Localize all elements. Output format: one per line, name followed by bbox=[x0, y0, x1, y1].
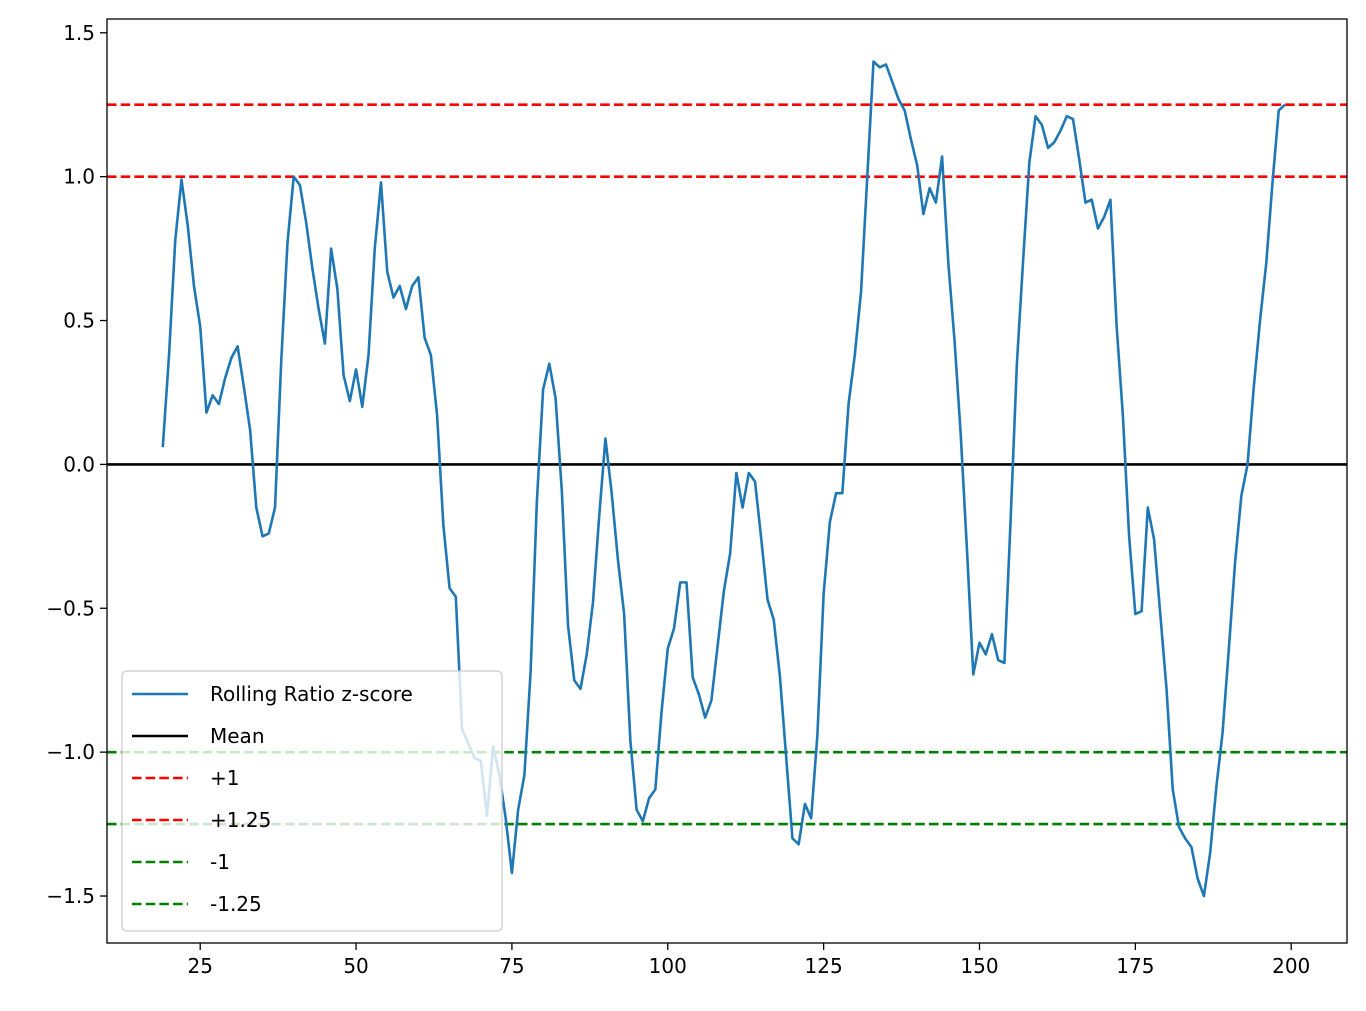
y-tick-label: 1.5 bbox=[63, 21, 95, 45]
plot-frame bbox=[106, 18, 1348, 944]
x-tick-label: 50 bbox=[343, 954, 368, 978]
x-tick-label: 150 bbox=[960, 954, 998, 978]
legend: Rolling Ratio z-score Mean +1 +1.25 -1 -1.25 bbox=[121, 670, 503, 932]
y-tick-label: −0.5 bbox=[46, 596, 95, 620]
y-tick-label: −1.0 bbox=[46, 740, 95, 764]
y-tick-label: 0.5 bbox=[63, 309, 95, 333]
x-axis: 25 50 75 100 125 150 175 200 bbox=[187, 943, 1310, 978]
x-tick-label: 175 bbox=[1116, 954, 1154, 978]
x-tick-label: 100 bbox=[649, 954, 687, 978]
series-layer bbox=[161, 60, 1286, 898]
legend-label: +1.25 bbox=[210, 808, 271, 832]
legend-label: +1 bbox=[210, 766, 239, 790]
legend-label: -1 bbox=[210, 850, 230, 874]
x-tick-label: 25 bbox=[187, 954, 212, 978]
series-line-rolling-ratio-zscore bbox=[161, 60, 1286, 898]
legend-label: Mean bbox=[210, 724, 265, 748]
y-tick-label: 1.0 bbox=[63, 165, 95, 189]
legend-box bbox=[121, 670, 503, 932]
legend-label: Rolling Ratio z-score bbox=[210, 682, 413, 706]
y-tick-label: −1.5 bbox=[46, 884, 95, 908]
x-tick-label: 125 bbox=[805, 954, 843, 978]
x-tick-label: 75 bbox=[499, 954, 524, 978]
y-tick-label: 0.0 bbox=[63, 452, 95, 476]
x-tick-label: 200 bbox=[1272, 954, 1310, 978]
y-axis: −1.5 −1.0 −0.5 0.0 0.5 1.0 1.5 bbox=[46, 21, 107, 908]
legend-label: -1.25 bbox=[210, 892, 262, 916]
